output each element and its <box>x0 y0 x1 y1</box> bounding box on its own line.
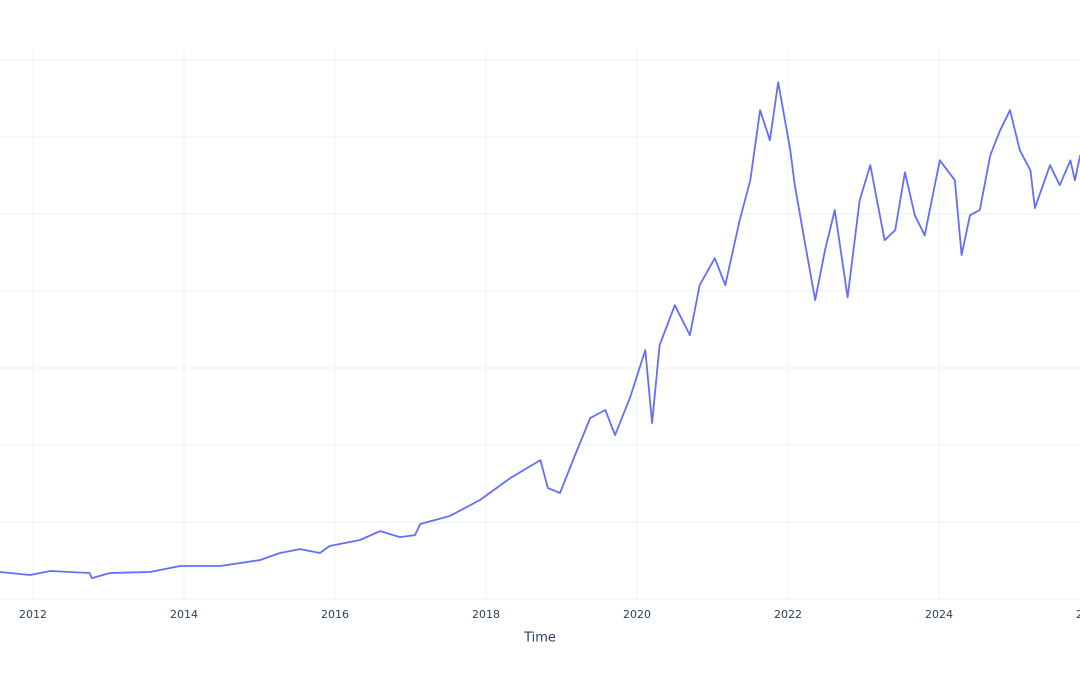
x-tick-label: 2020 <box>623 608 651 621</box>
x-tick-label: 2014 <box>170 608 198 621</box>
x-axis-title: Time <box>523 631 556 646</box>
line-series <box>0 81 1080 579</box>
x-tick-label: 2012 <box>19 608 47 621</box>
x-tick-label: 2026 <box>1076 608 1080 621</box>
x-tick-label: 2022 <box>774 608 802 621</box>
x-tick-label: 2024 <box>925 608 953 621</box>
x-tick-label: 2018 <box>472 608 500 621</box>
x-tick-label: 2016 <box>321 608 349 621</box>
